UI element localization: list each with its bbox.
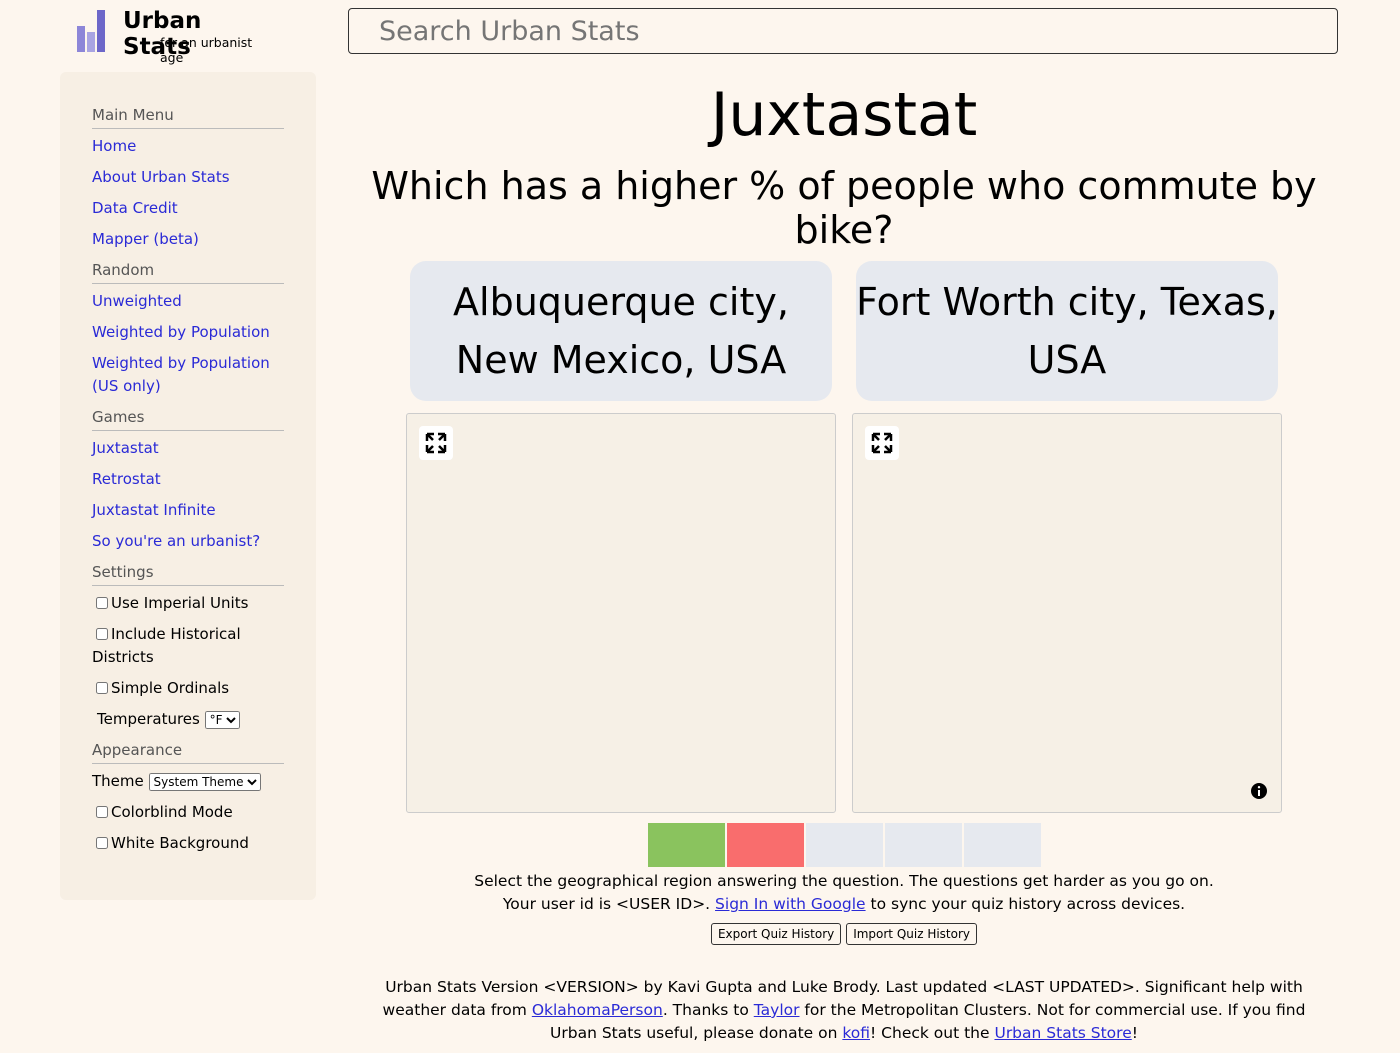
import-button[interactable]: Import Quiz History [846, 923, 978, 945]
user-id-line: Your user id is <USER ID>. Sign In with … [348, 893, 1340, 916]
checkbox[interactable] [96, 597, 108, 609]
history-buttons: Export Quiz History Import Quiz History [348, 922, 1340, 945]
footer-text: ! [1131, 1024, 1138, 1042]
logo[interactable]: Urban Stats for an urbanist age [76, 8, 276, 65]
checkbox[interactable] [96, 806, 108, 818]
nav-link[interactable]: So you're an urbanist? [92, 532, 261, 550]
setting-row: Colorblind Mode [92, 801, 284, 824]
setting-row: Use Imperial Units [92, 592, 284, 615]
setting-row: Theme System Theme [92, 770, 284, 793]
nav-link[interactable]: Weighted by Population [92, 323, 270, 341]
logo-icon [77, 10, 105, 52]
setting-label: Theme [92, 772, 144, 790]
progress-square [648, 823, 725, 867]
quiz-info: Select the geographical region answering… [348, 870, 1340, 945]
logo-title: Urban Stats [123, 8, 202, 60]
footer-text: . Thanks to [662, 1001, 754, 1019]
expand-button[interactable] [419, 426, 453, 460]
progress-square [964, 823, 1041, 867]
checkbox[interactable] [96, 628, 108, 640]
section-title: Appearance [92, 739, 284, 764]
sidebar: Main Menu Home About Urban Stats Data Credi… [60, 72, 316, 900]
footer-text: ! Check out the [870, 1024, 995, 1042]
option-label: Fort Worth city, Texas, USA [856, 280, 1278, 382]
instructions: Select the geographical region answering… [474, 872, 1214, 890]
footer-link[interactable]: kofi [842, 1024, 871, 1042]
temperature-select[interactable]: °F [204, 711, 240, 729]
user-id-suffix: to sync your quiz history across devices… [870, 895, 1186, 913]
nav-link[interactable]: Retrostat [92, 470, 161, 488]
progress-square [727, 823, 804, 867]
footer: Urban Stats Version <VERSION> by Kavi Gu… [360, 976, 1328, 1045]
setting-row: Simple Ordinals [92, 677, 284, 700]
setting-label: Colorblind Mode [111, 803, 233, 821]
footer-text: for the Metropolitan Clusters. Not for c… [550, 1001, 1306, 1042]
progress-square [885, 823, 962, 867]
progress-square [806, 823, 883, 867]
footer-link[interactable]: Urban Stats Store [994, 1024, 1132, 1042]
nav-link[interactable]: About Urban Stats [92, 168, 230, 186]
quiz-question: Which has a higher % of people who commu… [371, 164, 1317, 252]
quiz-title: Juxtastat [710, 80, 978, 150]
section-title: Main Menu [92, 104, 284, 129]
setting-label: Simple Ordinals [111, 679, 230, 697]
nav-link[interactable]: Juxtastat Infinite [92, 501, 216, 519]
nav-link[interactable]: Home [92, 137, 137, 155]
nav-link[interactable]: Juxtastat [92, 439, 159, 457]
map[interactable] [852, 413, 1282, 813]
checkbox[interactable] [96, 837, 108, 849]
nav-link[interactable]: Mapper (beta) [92, 230, 199, 248]
logo-subtitle: for an urbanist age [160, 35, 253, 65]
sign-in-link[interactable]: Sign In with Google [715, 895, 866, 913]
checkbox[interactable] [96, 682, 108, 694]
map[interactable] [406, 413, 836, 813]
option-button[interactable]: Fort Worth city, Texas, USA [856, 261, 1278, 401]
expand-button[interactable] [865, 426, 899, 460]
nav-link[interactable]: Weighted by Population (US only) [92, 354, 270, 395]
footer-link[interactable]: OklahomaPerson [531, 1001, 663, 1019]
option-button[interactable]: Albuquerque city, New Mexico, USA [410, 261, 832, 401]
setting-label: Include Historical Districts [92, 625, 241, 666]
setting-label: White Background [111, 834, 249, 852]
setting-row: Temperatures °F [92, 708, 284, 731]
export-button[interactable]: Export Quiz History [710, 923, 842, 945]
section-title: Settings [92, 561, 284, 586]
footer-text: Urban Stats Version <VERSION> by Kavi Gu… [382, 978, 1303, 1019]
footer-link[interactable]: Taylor [753, 1001, 800, 1019]
search-box[interactable] [348, 8, 1338, 54]
option-label: Albuquerque city, New Mexico, USA [453, 280, 789, 382]
section-title: Games [92, 406, 284, 431]
theme-select[interactable]: System Theme [148, 773, 261, 791]
setting-row: White Background [92, 832, 284, 855]
section-title: Random [92, 259, 284, 284]
nav-link[interactable]: Unweighted [92, 292, 182, 310]
progress-bar [648, 823, 1041, 867]
setting-label: Temperatures [97, 710, 200, 728]
info-button[interactable] [1250, 782, 1268, 800]
setting-label: Use Imperial Units [111, 594, 249, 612]
setting-row: Include Historical Districts [92, 623, 284, 669]
nav-link[interactable]: Data Credit [92, 199, 178, 217]
user-id-text: Your user id is <USER ID>. [502, 895, 711, 913]
sidebar-content: Main Menu Home About Urban Stats Data Credi… [92, 104, 284, 863]
